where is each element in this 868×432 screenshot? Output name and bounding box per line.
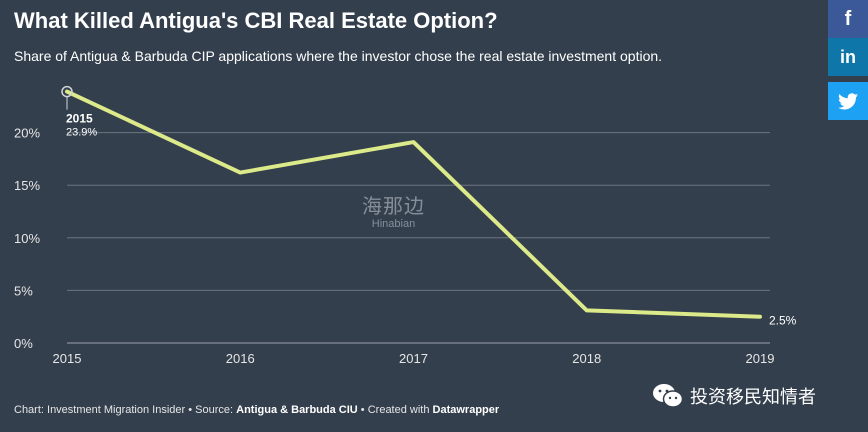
x-tick-label: 2019: [746, 351, 775, 366]
y-tick-label: 0%: [14, 336, 33, 351]
x-tick-label: 2017: [399, 351, 428, 366]
footer-prefix: Chart: Investment Migration Insider • So…: [14, 404, 237, 416]
footer-tool-link[interactable]: Datawrapper: [432, 404, 500, 416]
linkedin-icon: in: [840, 46, 856, 67]
series-line: [65, 89, 762, 319]
wechat-badge: 投资移民知情者: [652, 383, 816, 409]
twitter-icon: [838, 92, 858, 109]
footer-middle: • Created with: [357, 404, 433, 416]
chart-title: What Killed Antigua's CBI Real Estate Op…: [14, 8, 498, 33]
twitter-share-button[interactable]: [828, 82, 868, 120]
watermark-logo: 海那边 Hinabian: [362, 196, 425, 230]
chart-subtitle: Share of Antigua & Barbuda CIP applicati…: [14, 48, 663, 64]
x-axis-labels: 2015 2016 2017 2018 2019: [53, 351, 775, 366]
y-tick-label: 20%: [14, 126, 40, 141]
series-line-path: [65, 89, 762, 319]
watermark-cn: 海那边: [362, 196, 425, 218]
annotation-value-2015: 23.9%: [66, 127, 97, 139]
wechat-label: 投资移民知情者: [690, 387, 816, 407]
gridlines: [67, 132, 770, 344]
watermark-en: Hinabian: [371, 218, 416, 230]
footer-source-link[interactable]: Antigua & Barbuda CIU: [236, 404, 358, 416]
x-tick-label: 2018: [572, 351, 601, 366]
chart-footer: Chart: Investment Migration Insider • So…: [14, 404, 499, 416]
y-axis-labels: 0% 5% 10% 15% 20%: [14, 126, 40, 351]
facebook-share-button[interactable]: f: [828, 0, 868, 38]
linkedin-share-button[interactable]: in: [828, 38, 868, 76]
annotation-year-2015: 2015: [66, 112, 93, 126]
x-tick-label: 2016: [226, 351, 255, 366]
x-tick-label: 2015: [53, 351, 82, 366]
annotation-value-2019: 2.5%: [769, 314, 797, 328]
y-tick-label: 10%: [14, 231, 40, 246]
wechat-icon: [653, 384, 684, 408]
y-tick-label: 15%: [14, 178, 40, 193]
y-tick-label: 5%: [14, 283, 33, 298]
facebook-icon: f: [844, 7, 852, 30]
